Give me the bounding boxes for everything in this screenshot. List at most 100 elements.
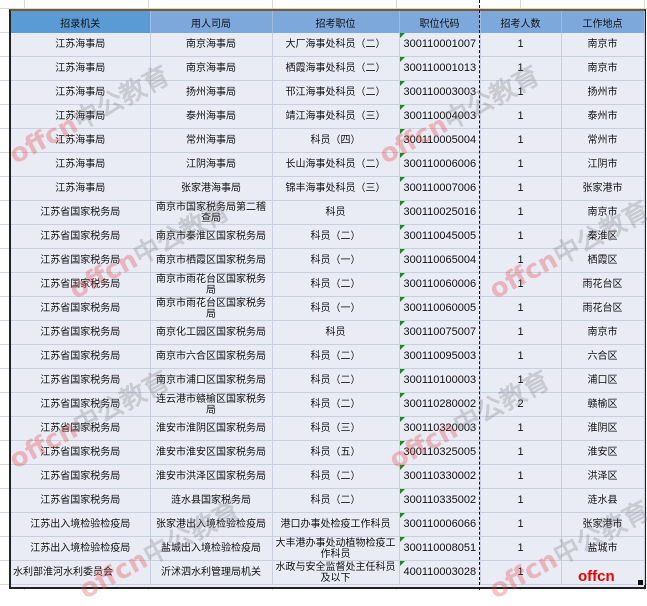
cell-agency[interactable]: 江苏省国家税务局 (11, 368, 151, 393)
cell-department[interactable]: 南京市国家税务局第二稽查局 (150, 200, 273, 225)
cell-headcount[interactable]: 1 (480, 33, 562, 57)
cell-department[interactable]: 淮安市淮阴区国家税务局 (150, 416, 273, 441)
cell-location[interactable]: 淮阴区 (561, 416, 645, 441)
cell-department[interactable]: 盐城出入境检验检疫局 (150, 536, 273, 561)
cell-location[interactable]: 雨花台区 (561, 296, 645, 321)
cell-position[interactable]: 水政与安全监督处主任科员及以下 (272, 560, 400, 585)
cell-agency[interactable]: 江苏海事局 (11, 56, 151, 81)
cell-location[interactable]: 淮安区 (561, 440, 645, 465)
cell-position-code[interactable]: 300110320003 (399, 416, 481, 441)
cell-location[interactable]: 涟水县 (561, 488, 645, 513)
cell-agency[interactable]: 江苏省国家税务局 (11, 320, 151, 345)
cell-position-code[interactable]: 300110280002 (399, 392, 481, 417)
cell-headcount[interactable]: 1 (480, 224, 562, 249)
cell-location[interactable]: 南京市 (561, 200, 645, 225)
cell-position-code[interactable]: 400110003028 (399, 560, 481, 585)
cell-headcount[interactable]: 1 (480, 488, 562, 513)
cell-department[interactable]: 南京市浦口区国家税务局 (150, 368, 273, 393)
cell-position[interactable]: 大丰港办事处动植物检疫工作科员 (272, 536, 400, 561)
cell-agency[interactable]: 江苏省国家税务局 (11, 224, 151, 249)
cell-headcount[interactable]: 1 (480, 344, 562, 369)
header-cell[interactable]: 招考人数 (480, 11, 562, 33)
cell-headcount[interactable]: 1 (480, 176, 562, 201)
cell-department[interactable]: 张家港海事局 (150, 176, 273, 201)
cell-department[interactable]: 沂沭泗水利管理局机关 (150, 560, 273, 585)
cell-agency[interactable]: 江苏出入境检验检疫局 (11, 536, 151, 561)
cell-position[interactable]: 科员（一） (272, 296, 400, 321)
cell-headcount[interactable]: 1 (480, 152, 562, 177)
cell-department[interactable]: 南京市栖霞区国家税务局 (150, 248, 273, 273)
cell-location[interactable]: 张家港市 (561, 512, 645, 537)
cell-agency[interactable]: 江苏出入境检验检疫局 (11, 512, 151, 537)
cell-location[interactable]: 栖霞区 (561, 248, 645, 273)
cell-department[interactable]: 扬州海事局 (150, 80, 273, 105)
cell-headcount[interactable]: 1 (480, 512, 562, 537)
cell-position-code[interactable]: 300110060006 (399, 272, 481, 297)
cell-agency[interactable]: 江苏省国家税务局 (11, 272, 151, 297)
cell-department[interactable]: 淮安市淮安区国家税务局 (150, 440, 273, 465)
cell-headcount[interactable]: 1 (480, 56, 562, 81)
cell-agency[interactable]: 江苏省国家税务局 (11, 416, 151, 441)
cell-position[interactable]: 锦丰海事处科员（三） (272, 176, 400, 201)
cell-position-code[interactable]: 300110060005 (399, 296, 481, 321)
cell-headcount[interactable]: 1 (480, 464, 562, 489)
cell-position-code[interactable]: 300110065004 (399, 248, 481, 273)
cell-agency[interactable]: 江苏省国家税务局 (11, 464, 151, 489)
cell-agency[interactable]: 江苏省国家税务局 (11, 440, 151, 465)
cell-location[interactable]: 雨花台区 (561, 272, 645, 297)
cell-headcount[interactable]: 1 (480, 248, 562, 273)
cell-headcount[interactable]: 1 (480, 536, 562, 561)
cell-position[interactable]: 科员（二） (272, 272, 400, 297)
cell-position-code[interactable]: 300110045005 (399, 224, 481, 249)
cell-headcount[interactable]: 1 (480, 200, 562, 225)
cell-agency[interactable]: 江苏省国家税务局 (11, 200, 151, 225)
cell-position[interactable]: 科员 (272, 200, 400, 225)
cell-department[interactable]: 泰州海事局 (150, 104, 273, 129)
cell-position[interactable]: 科员（二） (272, 392, 400, 417)
cell-position-code[interactable]: 300110025016 (399, 200, 481, 225)
cell-agency[interactable]: 江苏海事局 (11, 176, 151, 201)
cell-location[interactable]: 洪泽区 (561, 464, 645, 489)
cell-agency[interactable]: 江苏海事局 (11, 104, 151, 129)
cell-position-code[interactable]: 300110100003 (399, 368, 481, 393)
header-cell[interactable]: 工作地点 (561, 11, 645, 33)
cell-agency[interactable]: 水利部淮河水利委员会 (11, 560, 151, 585)
cell-position[interactable]: 科员（一） (272, 248, 400, 273)
cell-department[interactable]: 连云港市赣榆区国家税务局 (150, 392, 273, 417)
cell-location[interactable]: 南京市 (561, 56, 645, 81)
cell-location[interactable]: 江阴市 (561, 152, 645, 177)
cell-position[interactable]: 科员 (272, 320, 400, 345)
cell-agency[interactable]: 江苏省国家税务局 (11, 392, 151, 417)
cell-position-code[interactable]: 300110006066 (399, 512, 481, 537)
cell-agency[interactable]: 江苏省国家税务局 (11, 296, 151, 321)
cell-headcount[interactable]: 1 (480, 296, 562, 321)
cell-department[interactable]: 涟水县国家税务局 (150, 488, 273, 513)
header-cell[interactable]: 用人司局 (150, 11, 273, 33)
cell-location[interactable]: 扬州市 (561, 80, 645, 105)
cell-headcount[interactable]: 1 (480, 104, 562, 129)
cell-headcount[interactable]: 1 (480, 368, 562, 393)
cell-agency[interactable]: 江苏省国家税务局 (11, 488, 151, 513)
cell-location[interactable]: 张家港市 (561, 176, 645, 201)
cell-department[interactable]: 常州海事局 (150, 128, 273, 153)
cell-department[interactable]: 南京海事局 (150, 33, 273, 57)
cell-position[interactable]: 科员（五） (272, 440, 400, 465)
cell-department[interactable]: 南京市秦淮区国家税务局 (150, 224, 273, 249)
cell-position[interactable]: 靖江海事处科员（三） (272, 104, 400, 129)
cell-position[interactable]: 科员（三） (272, 416, 400, 441)
cell-headcount[interactable]: 1 (480, 128, 562, 153)
cell-headcount[interactable]: 1 (480, 416, 562, 441)
cell-position-code[interactable]: 300110004003 (399, 104, 481, 129)
cell-location[interactable]: 盐城市 (561, 536, 645, 561)
cell-department[interactable]: 南京市六合区国家税务局 (150, 344, 273, 369)
cell-location[interactable]: 赣榆区 (561, 392, 645, 417)
cell-position-code[interactable]: 300110006006 (399, 152, 481, 177)
cell-position[interactable]: 科员（二） (272, 488, 400, 513)
cell-position-code[interactable]: 300110095003 (399, 344, 481, 369)
cell-position-code[interactable]: 300110003003 (399, 80, 481, 105)
cell-department[interactable]: 张家港出入境检验检疫局 (150, 512, 273, 537)
cell-position[interactable]: 长山海事处科员（二） (272, 152, 400, 177)
cell-agency[interactable]: 江苏海事局 (11, 80, 151, 105)
cell-agency[interactable]: 江苏省国家税务局 (11, 344, 151, 369)
cell-agency[interactable]: 江苏省国家税务局 (11, 248, 151, 273)
